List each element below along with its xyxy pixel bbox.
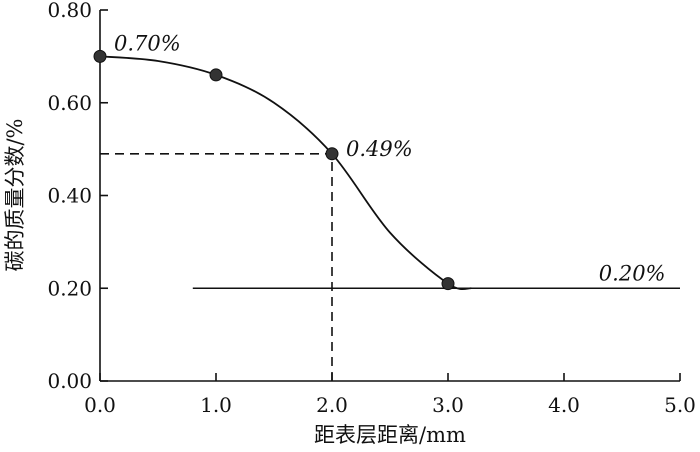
y-tick-label: 0.00: [47, 369, 92, 393]
x-tick-label: 1.0: [200, 393, 232, 417]
y-tick-label: 0.20: [47, 276, 92, 300]
x-tick-label: 5.0: [664, 393, 696, 417]
x-tick-label: 4.0: [548, 393, 580, 417]
data-point: [325, 147, 339, 161]
reference-lines: [100, 152, 680, 381]
x-tick-label: 2.0: [316, 393, 348, 417]
x-axis-label: 距表层距离/mm: [314, 423, 466, 447]
x-tick-label: 0.0: [84, 393, 116, 417]
x-tick-label: 3.0: [432, 393, 464, 417]
y-axis-label: 碳的质量分数/%: [3, 118, 27, 271]
axes: 0.0 1.0 2.0 3.0 4.0 5.0 0.00 0.20 0.40 0.60 0.80: [47, 0, 695, 417]
y-tick-label: 0.80: [47, 0, 92, 22]
y-tick-label: 0.60: [47, 91, 92, 115]
annotation-label: 0.49%: [346, 137, 413, 161]
data-point: [441, 277, 455, 291]
data-point: [209, 68, 223, 82]
data-point: [93, 49, 107, 63]
annotation-label: 0.70%: [114, 31, 181, 55]
annotation-label: 0.20%: [599, 261, 666, 285]
y-tick-label: 0.40: [47, 184, 92, 208]
carbon-fraction-curve: [99, 55, 472, 291]
curve-layer: [99, 55, 472, 291]
annotations: 0.70% 0.49% 0.20%: [114, 31, 666, 285]
data-markers: [93, 49, 455, 291]
